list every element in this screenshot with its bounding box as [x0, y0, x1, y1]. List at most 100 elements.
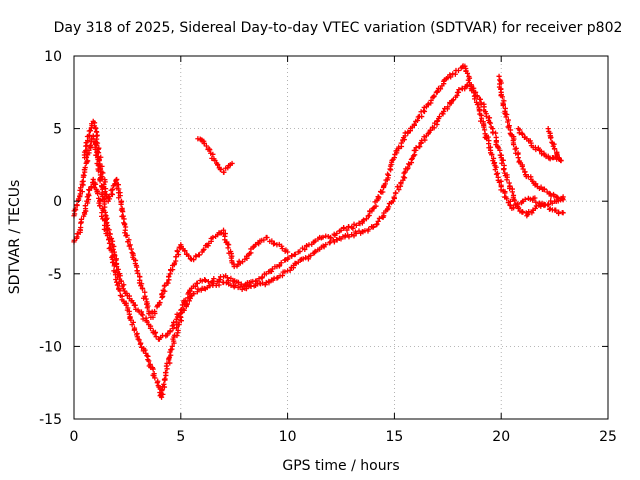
data-point-marker: [134, 334, 140, 340]
data-point-marker: [74, 202, 80, 208]
data-point-marker: [462, 63, 468, 69]
data-point-marker: [522, 169, 528, 175]
data-point-marker: [84, 147, 90, 154]
data-point-marker: [541, 186, 548, 192]
data-point-marker: [210, 234, 216, 241]
data-point-marker: [436, 114, 443, 120]
data-point-marker: [74, 235, 80, 241]
data-point-marker: [167, 328, 173, 334]
data-point-marker: [124, 232, 130, 239]
data-point-marker: [279, 245, 285, 252]
data-point-marker: [160, 391, 166, 397]
data-point-marker: [448, 74, 454, 80]
data-point-marker: [119, 283, 125, 289]
data-point-marker: [210, 280, 217, 286]
x-tick-label: 5: [176, 429, 185, 445]
data-point-marker: [547, 135, 554, 141]
data-point-marker: [360, 217, 367, 223]
data-point-marker: [114, 282, 121, 288]
data-point-marker: [104, 233, 111, 239]
data-point-marker: [511, 197, 518, 203]
data-point-marker: [282, 269, 288, 275]
data-point-marker: [489, 152, 495, 158]
data-point-marker: [498, 80, 504, 86]
data-point-marker: [384, 171, 391, 177]
data-point-marker: [401, 170, 407, 176]
data-point-marker: [551, 193, 557, 199]
data-point-marker: [184, 301, 190, 307]
data-point-marker: [85, 158, 91, 164]
data-point-marker: [389, 157, 395, 163]
data-point-marker: [353, 222, 359, 228]
data-point-marker: [520, 209, 526, 215]
data-point-marker: [510, 141, 517, 148]
data-point-marker: [481, 124, 487, 130]
data-point-marker: [409, 155, 415, 162]
data-point-marker: [341, 224, 347, 231]
data-point-marker: [445, 104, 451, 110]
data-point-marker: [422, 137, 428, 143]
data-point-marker: [125, 239, 131, 245]
data-point-marker: [90, 176, 96, 183]
data-point-marker: [425, 102, 431, 108]
data-point-marker: [323, 241, 329, 248]
data-point-marker: [221, 169, 227, 175]
data-point-marker: [160, 287, 166, 293]
data-point-marker: [165, 280, 171, 286]
data-point-marker: [239, 286, 245, 293]
y-tick-label: 10: [44, 49, 62, 65]
data-point-marker: [136, 337, 142, 343]
x-tick-label: 15: [385, 429, 403, 445]
data-point-marker: [350, 225, 356, 231]
data-point-marker: [102, 217, 108, 224]
data-point-marker: [151, 308, 158, 315]
data-point-marker: [504, 111, 510, 118]
data-point-marker: [320, 234, 326, 240]
data-point-marker: [385, 204, 392, 210]
data-point-marker: [513, 145, 519, 152]
data-point-marker: [401, 175, 408, 181]
data-point-marker: [84, 142, 90, 149]
data-point-marker: [157, 299, 163, 306]
data-point-marker: [194, 280, 200, 287]
data-point-marker: [532, 205, 538, 212]
data-point-marker: [445, 75, 451, 81]
data-point-marker: [159, 387, 165, 393]
data-point-marker: [292, 251, 298, 257]
data-point-marker: [287, 267, 293, 273]
data-point-marker: [486, 115, 493, 121]
data-point-marker: [519, 163, 525, 170]
data-point-marker: [95, 190, 101, 197]
data-point-marker: [96, 200, 102, 206]
x-axis-title: GPS time / hours: [282, 458, 399, 474]
data-point-marker: [161, 381, 167, 387]
data-point-marker: [224, 275, 231, 281]
data-point-marker: [554, 194, 560, 200]
data-point-marker: [418, 140, 424, 146]
data-point-marker: [78, 224, 84, 231]
data-point-marker: [312, 238, 318, 244]
data-point-marker: [526, 208, 532, 215]
data-point-marker: [376, 215, 383, 221]
data-point-marker: [556, 155, 562, 161]
data-point-marker: [289, 253, 295, 259]
data-point-marker: [515, 205, 521, 212]
data-point-marker: [419, 113, 425, 120]
data-point-marker: [499, 94, 506, 100]
data-point-marker: [144, 305, 150, 311]
data-point-marker: [120, 208, 126, 215]
data-point-marker: [297, 248, 303, 255]
data-point-marker: [177, 314, 184, 320]
data-point-marker: [108, 235, 115, 242]
data-point-marker: [408, 156, 415, 163]
data-point-marker: [455, 67, 462, 74]
data-point-marker: [207, 147, 213, 153]
data-point-marker: [391, 194, 397, 200]
data-point-marker: [143, 296, 149, 302]
data-point-marker: [165, 274, 172, 280]
data-point-marker: [203, 143, 210, 149]
axis-ticks: 0 5 10 15 20 25 -15 -10 -5 0 5 10: [39, 49, 617, 445]
x-tick-label: 0: [70, 429, 79, 445]
data-point-marker: [106, 237, 112, 243]
data-point-marker: [390, 198, 396, 204]
